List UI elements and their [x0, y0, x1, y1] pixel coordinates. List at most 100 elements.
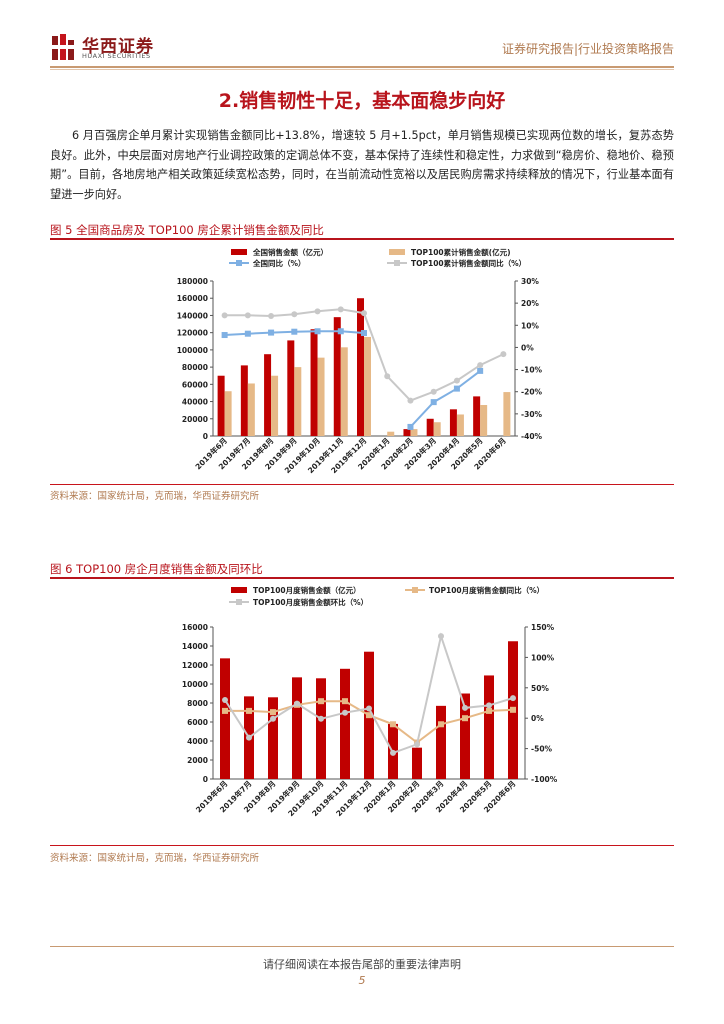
figure6-chart: TOP100月度销售金额（亿元） TOP100月度销售金额同比（%） TOP100月…	[182, 585, 558, 818]
figure5-top-rule	[50, 238, 674, 240]
fig5-line-point	[407, 397, 414, 404]
fig6-left-tick-label: 16000	[182, 623, 208, 632]
fig6-line-point	[342, 698, 348, 705]
fig6-bar-primary	[460, 693, 470, 779]
fig5-bar-primary	[217, 375, 225, 436]
fig6-left-tick-label: 12000	[182, 661, 208, 670]
fig5-bar-primary	[357, 298, 364, 436]
fig5-bar-secondary	[224, 391, 232, 436]
figure6-bottom-rule	[50, 845, 674, 846]
fig5-left-tick-label: 60000	[182, 380, 208, 389]
fig6-bar-primary	[292, 677, 302, 779]
fig5-line-point	[500, 351, 507, 358]
fig5-line-point	[244, 330, 251, 337]
fig5-bar-primary	[240, 365, 248, 436]
fig5-right-tick-label: 10%	[521, 321, 539, 330]
fig6-legend-label-0: TOP100月度销售金额（亿元）	[253, 585, 361, 595]
figure6-top-rule	[50, 577, 674, 579]
fig5-right-tick-label: 20%	[521, 299, 539, 308]
fig6-left-tick-label: 2000	[187, 756, 208, 765]
fig6-line-point	[270, 715, 276, 722]
fig6-legend-label-2: TOP100月度销售金额环比（%）	[253, 597, 368, 607]
fig5-bar-secondary	[317, 357, 325, 436]
fig5-right-tick-label: 0%	[521, 343, 534, 352]
fig6-left-tick-label: 10000	[182, 680, 208, 689]
fig5-line-point	[361, 310, 367, 317]
fig5-line-point	[453, 377, 460, 384]
fig6-legend-swatch-0	[231, 587, 247, 593]
fig5-line-point	[314, 328, 321, 335]
figure5-chart: 全国销售金额（亿元） TOP100累计销售金额(亿元) 全国同比（%） TOP100累…	[177, 247, 543, 475]
fig5-right-tick-label: -40%	[521, 432, 543, 441]
fig5-bar-secondary	[433, 422, 441, 436]
body-paragraph: 6 月百强房企单月累计实现销售金额同比+13.8%，增速较 5 月+1.5pct…	[50, 129, 674, 201]
fig5-legend-label-2: 全国同比（%）	[252, 258, 306, 268]
fig6-bar-primary	[436, 705, 446, 779]
fig6-legend-label-1: TOP100月度销售金额同比（%）	[429, 585, 544, 595]
fig6-right-tick-label: 50%	[531, 684, 549, 693]
fig6-line-point	[270, 709, 276, 716]
fig6-line-point	[222, 707, 228, 714]
fig5-line-point	[268, 329, 275, 336]
figure6-caption: 图 6 TOP100 房企月度销售金额及同环比	[50, 562, 263, 576]
fig6-line-point	[486, 707, 492, 714]
figure6-source: 资料来源：国家统计局，克而瑞，华西证券研究所	[50, 853, 260, 864]
fig5-left-tick-label: 180000	[177, 277, 208, 286]
fig5-series-line-0	[224, 330, 481, 428]
fig6-line-point	[294, 700, 300, 707]
fig6-right-tick-label: 100%	[531, 653, 555, 662]
fig6-right-tick-label: -100%	[531, 775, 558, 784]
fig5-line-point	[244, 312, 251, 319]
fig5-bar-primary	[333, 317, 341, 436]
fig5-legend-marker-2	[236, 260, 242, 266]
fig6-left-tick-label: 6000	[187, 718, 208, 727]
fig6-line-point	[390, 749, 396, 756]
fig5-line-point	[477, 367, 484, 374]
fig5-bar-secondary	[294, 367, 302, 436]
header-divider	[50, 66, 674, 68]
fig5-bar-primary	[403, 429, 411, 436]
fig5-bar-secondary	[247, 383, 255, 436]
fig5-line-point	[361, 330, 367, 337]
fig6-line-point	[510, 695, 516, 702]
figure5-caption: 图 5 全国商品房及 TOP100 房企累计销售金额及同比	[50, 223, 324, 237]
fig6-line-point	[462, 715, 468, 722]
fig6-line-point	[486, 702, 492, 709]
fig5-bar-secondary	[410, 429, 418, 436]
fig5-legend-label-1: TOP100累计销售金额(亿元)	[411, 247, 511, 257]
fig6-line-point	[438, 633, 444, 640]
fig5-bar-primary	[449, 409, 457, 436]
fig6-legend-marker-2	[236, 599, 242, 605]
fig5-legend-swatch-0	[231, 249, 247, 255]
fig5-legend-label-0: 全国销售金额（亿元）	[252, 247, 328, 257]
fig5-right-tick-label: -30%	[521, 410, 543, 419]
fig6-line-point	[510, 706, 516, 713]
fig5-line-point	[337, 306, 344, 313]
fig6-left-tick-label: 14000	[182, 642, 208, 651]
huaxi-logo-icon	[52, 34, 74, 60]
fig5-line-point	[430, 388, 437, 395]
fig5-legend-label-3: TOP100累计销售金额同比（%）	[411, 258, 526, 268]
fig5-left-tick-label: 0	[203, 432, 208, 441]
fig6-right-tick-label: -50%	[531, 745, 553, 754]
fig5-line-point	[221, 332, 228, 339]
figure5-source: 资料来源：国家统计局，克而瑞，华西证券研究所	[50, 491, 260, 502]
fig6-line-point	[366, 712, 372, 719]
fig5-bar-primary	[264, 354, 272, 436]
fig5-bar-secondary	[456, 414, 464, 436]
fig6-line-point	[318, 715, 324, 722]
fig6-line-point	[246, 707, 252, 714]
fig6-legend-marker-1	[412, 587, 418, 593]
fig5-bar-primary	[473, 396, 481, 436]
fig5-bar-secondary	[364, 336, 371, 436]
fig5-bar-secondary	[480, 405, 488, 436]
fig5-bar-secondary	[340, 347, 348, 436]
fig6-right-tick-label: 0%	[531, 714, 544, 723]
fig5-bar-secondary	[271, 375, 279, 436]
fig5-left-tick-label: 20000	[182, 415, 208, 424]
fig5-left-tick-label: 40000	[182, 398, 208, 407]
fig5-legend-swatch-1	[389, 249, 405, 255]
fig5-line-point	[291, 311, 298, 318]
fig5-line-point	[337, 328, 344, 335]
fig5-bar-primary	[426, 418, 434, 436]
